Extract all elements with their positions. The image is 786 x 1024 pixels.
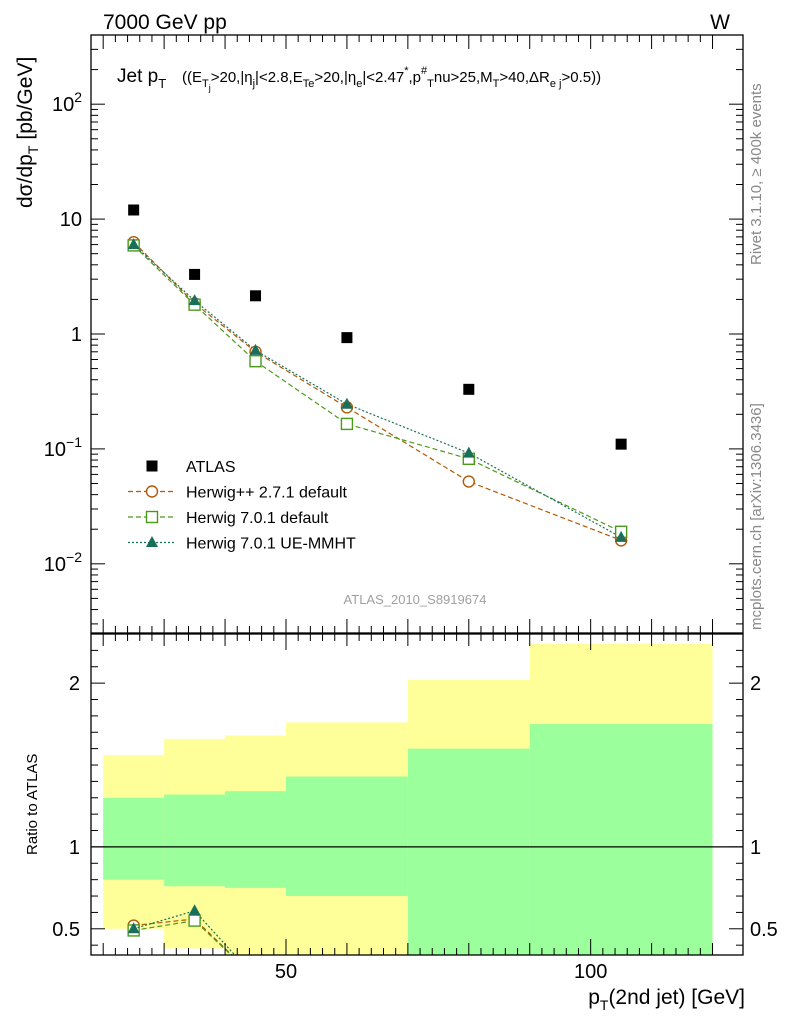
- ratio-y-tick-label-right: 0.5: [750, 919, 778, 941]
- title-segment: #: [421, 65, 428, 77]
- plot-title: Jet pT: [117, 66, 166, 91]
- title-segment: ,p: [408, 69, 421, 86]
- data-point-atlas: [128, 204, 140, 216]
- title-segment: *: [404, 65, 409, 77]
- ratio-point-herwig-7-0-1-default: [188, 914, 201, 927]
- data-point-herwig-7-0-1-ue-mmht: [462, 446, 475, 458]
- data-point-herwig-7-0-1-ue-mmht: [615, 530, 628, 542]
- legend-label: ATLAS: [186, 459, 236, 476]
- title-segment: >20,|η: [211, 69, 253, 86]
- legend-label: Herwig 7.0.1 default: [186, 510, 329, 527]
- ratio-series-group: [127, 904, 236, 955]
- title-segment: >20,|η: [314, 69, 356, 86]
- data-point-herwig-7-0-1-ue-mmht: [127, 238, 140, 250]
- title-segment: T: [202, 78, 209, 90]
- ratio-plot-frame: [90, 633, 744, 956]
- ratio-point-herwig-7-0-1-ue-mmht: [127, 922, 140, 934]
- ratio-inner-band: [225, 791, 286, 888]
- ratio-y-tick-label-right: 2: [750, 673, 761, 695]
- data-point-atlas: [189, 268, 201, 280]
- data-point-herwig-7-0-1-ue-mmht: [249, 343, 262, 355]
- title-segment: |<2.8,E: [255, 69, 303, 86]
- legend: ATLAS Herwig++ 2.7.1 default Herwig 7.0.1 …: [128, 459, 356, 553]
- series-line-herwig-7-0-1-ue-mmht: [133, 244, 622, 538]
- data-point-herwig-7-0-1-ue-mmht: [188, 294, 201, 306]
- title-segment: j: [208, 83, 211, 93]
- title-segment: Te: [303, 78, 315, 90]
- data-point-herwig-7-0-1-ue-mmht: [340, 397, 353, 409]
- title-segment: e j: [550, 78, 562, 90]
- title-segment: j: [252, 78, 255, 90]
- main-series-lines: [133, 241, 622, 541]
- header-process: W: [710, 11, 730, 34]
- ratio-inner-band: [407, 748, 530, 955]
- ratio-inner-band: [529, 724, 713, 955]
- data-point-herwig-7-0-1-default: [340, 417, 354, 431]
- ratio-point-herwig-7-0-1-ue-mmht: [188, 904, 201, 916]
- data-point-atlas: [615, 438, 627, 450]
- title-segment: e: [356, 78, 362, 90]
- x-axis-label: pT(2nd jet) [GeV]: [588, 986, 745, 1013]
- analysis-watermark: ATLAS_2010_S8919674: [344, 592, 487, 607]
- mcplots-label: mcplots.cern.ch [arXiv:1306.3436]: [748, 403, 765, 630]
- ratio-line-herwig-7-0-1-default: [133, 919, 233, 955]
- legend-marker-herwig-7-0-1-default: [145, 510, 159, 524]
- title-segment: nu>25,M: [434, 69, 493, 86]
- y-tick-label: 10: [60, 209, 82, 231]
- ratio-line-herwig-7-0-1-ue-mmht: [133, 910, 236, 955]
- data-point-atlas: [463, 383, 475, 395]
- data-point-herwig-7-0-1-default: [249, 354, 262, 368]
- legend-marker-herwig-7-0-1-ue-mmht: [146, 536, 158, 547]
- legend-marker-atlas: [146, 460, 158, 472]
- main-series-markers: [127, 204, 628, 547]
- y-tick-label: 1: [71, 324, 82, 346]
- ratio-inner-band: [164, 794, 226, 887]
- data-point-herwig-2-7-1-default: [462, 475, 475, 488]
- series-line-herwig-2-7-1-default: [133, 241, 622, 541]
- ratio-uncertainty-bands: [103, 643, 713, 955]
- data-point-atlas: [341, 332, 353, 344]
- main-y-axis-label: dσ/dpT[pb/GeV]: [14, 57, 41, 208]
- data-point-atlas: [250, 290, 262, 302]
- ratio-inner-band: [285, 776, 408, 897]
- rivet-version-label: Rivet 3.1.10, ≥ 400k events: [748, 83, 765, 265]
- y-tick-label: 102: [52, 89, 82, 116]
- title-segment: >40,ΔR: [499, 69, 550, 86]
- ratio-y-tick-label-left: 1: [69, 837, 80, 859]
- ratio-inner-band: [103, 797, 165, 880]
- ratio-y-tick-label-left: 0.5: [52, 919, 80, 941]
- title-segment: ((E: [182, 69, 202, 86]
- title-segment: |<2.47: [362, 69, 404, 86]
- y-tick-label: 10−1: [44, 434, 82, 461]
- x-tick-label: 100: [574, 961, 607, 983]
- ratio-y-axis-label: Ratio to ATLAS: [24, 754, 41, 855]
- y-tick-label: 10−2: [44, 549, 82, 576]
- ratio-y-tick-label-left: 2: [69, 673, 80, 695]
- legend-label: Herwig++ 2.7.1 default: [186, 485, 348, 502]
- ratio-axis-ticks: 0.5 0.5 1 1 2 2 50 100: [52, 634, 778, 983]
- legend-label: Herwig 7.0.1 UE-MMHT: [186, 536, 356, 553]
- header-energy: 7000 GeV pp: [103, 11, 227, 34]
- series-line-herwig-7-0-1-default: [133, 244, 622, 533]
- x-tick-label: 50: [275, 961, 297, 983]
- legend-marker-herwig-2-7-1-default: [145, 485, 159, 498]
- ratio-y-tick-label-right: 1: [750, 837, 761, 859]
- title-segment: >0.5)): [561, 69, 601, 86]
- plot-title-cuts: ((ETj>20,|ηj|<2.8,ETe>20,|ηe|<2.47*,p#Tn…: [182, 65, 601, 93]
- title-segment: T: [427, 78, 434, 90]
- title-segment: T: [493, 78, 500, 90]
- main-axis-ticks: 10−2 10−1 1 10 102: [44, 34, 743, 633]
